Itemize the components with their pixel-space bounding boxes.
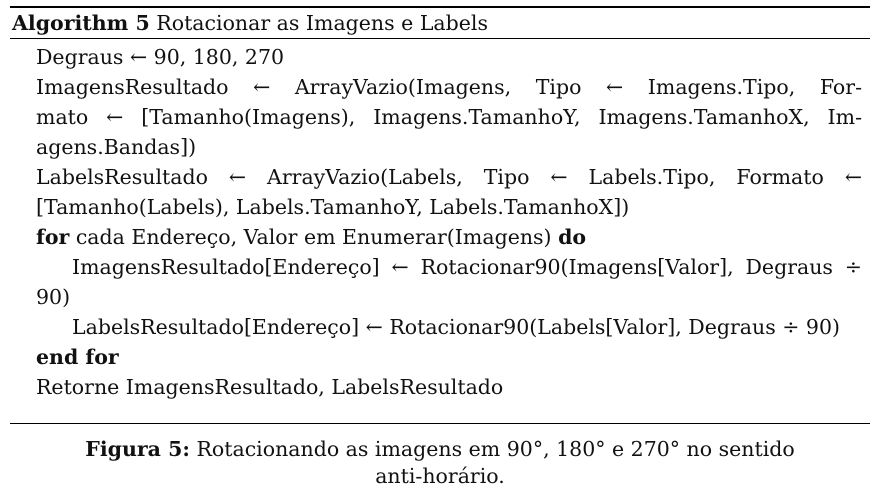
algorithm-line-10: Retorne ImagensResultado, LabelsResultad… xyxy=(36,375,504,399)
bottom-rule xyxy=(10,423,870,424)
for-keyword: for xyxy=(36,225,70,249)
caption-label: Figura 5: xyxy=(85,437,190,461)
caption-text-line1: Rotacionando as imagens em 90°, 180° e 2… xyxy=(196,437,795,461)
algorithm-line-2: ImagensResultado ← ArrayVazio(Imagens, T… xyxy=(36,75,862,99)
header-rule xyxy=(10,38,870,39)
top-rule xyxy=(10,6,870,8)
algorithm-line-9: LabelsResultado[Endereço] ← Rotacionar90… xyxy=(72,315,841,339)
algorithm-line-1: Degraus ← 90, 180, 270 xyxy=(36,45,285,69)
algorithm-label: Algorithm 5 xyxy=(12,11,150,35)
figure-caption: Figura 5: Rotacionando as imagens em 90°… xyxy=(40,436,840,462)
algorithm-title: Rotacionar as Imagens e Labels xyxy=(156,11,488,35)
do-keyword: do xyxy=(558,225,587,249)
for-loop-body: cada Endereço, Valor em Enumerar(Imagens… xyxy=(75,225,552,249)
algorithm-line-4: agens.Bandas]) xyxy=(36,135,197,159)
algorithm-line-7: ImagensResultado[Endereço] ← Rotacionar9… xyxy=(72,255,862,279)
algorithm-header: Algorithm 5 Rotacionar as Imagens e Labe… xyxy=(12,10,488,36)
end-for-keyword: end for xyxy=(36,345,119,369)
for-loop-header: for cada Endereço, Valor em Enumerar(Ima… xyxy=(36,224,586,250)
figure-caption-line2: anti-horário. xyxy=(375,464,505,488)
algorithm-line-8: 90) xyxy=(36,285,71,309)
algorithm-line-6: [Tamanho(Labels), Labels.TamanhoY, Label… xyxy=(36,195,630,219)
algorithm-line-3: mato ← [Tamanho(Imagens), Imagens.Tamanh… xyxy=(36,105,862,129)
algorithm-line-5: LabelsResultado ← ArrayVazio(Labels, Tip… xyxy=(36,165,862,189)
